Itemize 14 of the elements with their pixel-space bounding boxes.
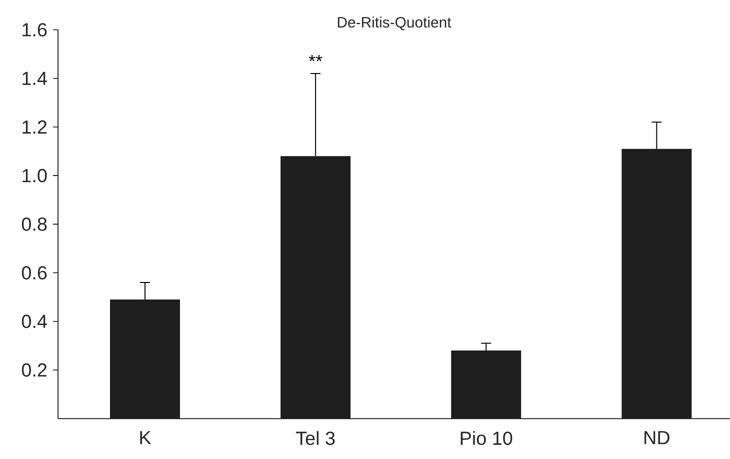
annotation: ** xyxy=(308,54,322,62)
chart-title: De-Ritis-Quotient xyxy=(338,16,452,30)
x-tick-label: Tel 3 xyxy=(296,431,335,446)
x-tick-label: Pio 10 xyxy=(460,431,512,446)
y-tick-label: 0.8 xyxy=(22,217,47,231)
y-tick-label: 1.4 xyxy=(22,72,47,85)
y-tick-label: 1.0 xyxy=(22,168,47,182)
y-tick-label: 1.6 xyxy=(22,23,47,36)
y-tick-label: 0.2 xyxy=(22,363,47,377)
x-tick-label: K xyxy=(140,431,152,444)
x-tick-label: ND xyxy=(644,431,670,444)
y-tick-label: 0.4 xyxy=(22,314,47,328)
y-tick-label: 0.6 xyxy=(22,266,47,280)
y-tick-label: 1.2 xyxy=(22,120,47,134)
